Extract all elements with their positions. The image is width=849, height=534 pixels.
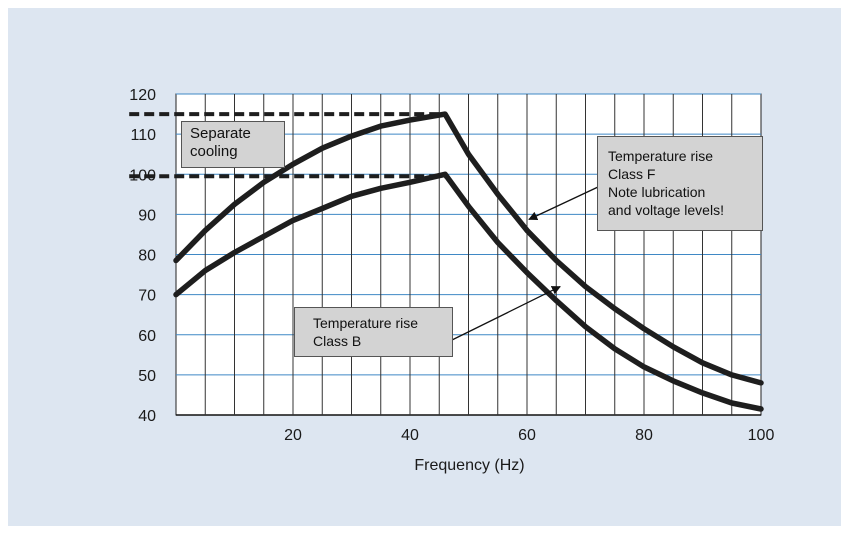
y-tick-label: 100 bbox=[129, 167, 156, 184]
y-tick-label: 90 bbox=[138, 207, 156, 224]
y-tick-label: 110 bbox=[130, 127, 156, 144]
callout-line: cooling bbox=[190, 143, 238, 160]
class-b-callout: Temperature rise Class B bbox=[294, 307, 453, 357]
tick-labels: 40 50 60 70 80 90 100 110 120 20 40 60 80 100 bbox=[129, 87, 774, 444]
callout-line: Class F bbox=[608, 166, 656, 182]
callout-line: Separate bbox=[190, 125, 251, 142]
class-f-arrow bbox=[528, 186, 599, 221]
x-tick-label: 80 bbox=[635, 427, 653, 444]
callout-line: Temperature rise bbox=[313, 315, 419, 331]
y-tick-label: 120 bbox=[129, 87, 156, 104]
x-tick-label: 20 bbox=[284, 427, 302, 444]
callout-line: and voltage levels! bbox=[608, 202, 724, 218]
y-tick-label: 80 bbox=[138, 248, 156, 265]
temperature-curve bbox=[173, 171, 764, 412]
class-b-arrow bbox=[451, 286, 561, 341]
x-axis-title: Frequency (Hz) bbox=[414, 457, 524, 474]
separate-cooling-callout: Separate cooling bbox=[181, 121, 285, 168]
y-tick-label: 40 bbox=[138, 408, 156, 425]
x-tick-label: 40 bbox=[401, 427, 419, 444]
y-tick-label: 60 bbox=[138, 328, 156, 345]
callout-arrows bbox=[451, 186, 599, 341]
curves bbox=[129, 111, 764, 412]
y-tick-label: 70 bbox=[138, 288, 156, 305]
x-tick-label: 100 bbox=[748, 427, 775, 444]
callout-line: Note lubrication bbox=[608, 184, 706, 200]
y-tick-label: 50 bbox=[138, 368, 156, 385]
callout-line: Class B bbox=[313, 333, 362, 349]
callout-line: Temperature rise bbox=[608, 148, 714, 164]
class-f-callout: Temperature rise Class F Note lubricatio… bbox=[597, 136, 763, 231]
x-tick-label: 60 bbox=[518, 427, 536, 444]
